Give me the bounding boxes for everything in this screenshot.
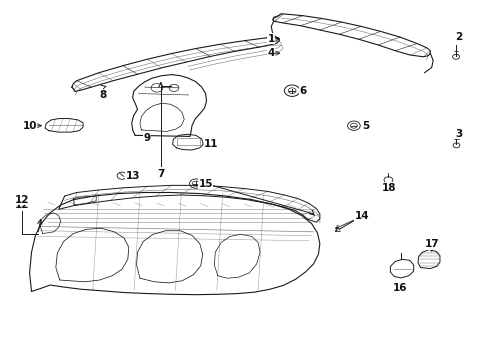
Text: 5: 5 [362, 121, 369, 131]
Text: 11: 11 [204, 139, 218, 149]
Text: 13: 13 [125, 171, 140, 181]
Text: 12: 12 [15, 195, 29, 204]
Text: 8: 8 [100, 90, 107, 100]
Text: 2: 2 [454, 32, 461, 42]
Text: 10: 10 [22, 121, 37, 131]
Text: 9: 9 [143, 133, 150, 143]
Text: 7: 7 [157, 168, 164, 179]
Text: 3: 3 [454, 129, 461, 139]
Text: 17: 17 [424, 239, 438, 249]
Text: 12: 12 [15, 200, 29, 210]
Text: 14: 14 [354, 211, 369, 221]
Text: 1: 1 [267, 34, 274, 44]
Text: 7: 7 [157, 168, 164, 178]
Text: 16: 16 [392, 283, 407, 293]
Text: 4: 4 [267, 48, 274, 58]
Text: 6: 6 [299, 86, 306, 96]
Text: 18: 18 [381, 183, 396, 193]
Text: 15: 15 [198, 179, 212, 189]
